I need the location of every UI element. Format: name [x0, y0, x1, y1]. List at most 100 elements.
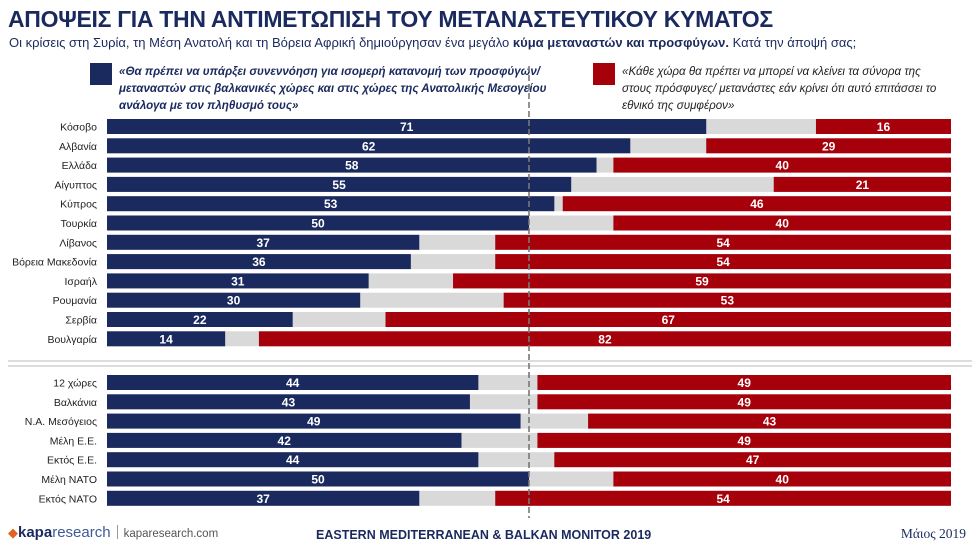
row-label: Τουρκία [61, 218, 97, 230]
row-label: Κύπρος [60, 199, 97, 211]
row-label: Σερβία [65, 315, 97, 327]
bar-left [107, 215, 529, 231]
bar-right [503, 292, 951, 308]
row-label: Ρουμανία [53, 295, 97, 307]
row-label: Μέλη ΝΑΤΟ [41, 474, 97, 486]
bar-right [495, 490, 951, 506]
bar-left-value: 44 [286, 376, 300, 390]
bar-right [773, 176, 951, 192]
bar-left-value: 44 [286, 453, 300, 467]
bar-right [613, 471, 951, 487]
kapa-research-logo: ◆kaparesearch kaparesearch.com [8, 524, 218, 541]
bar-left [107, 157, 597, 173]
bar-left-value: 36 [252, 255, 266, 269]
bar-right [495, 234, 951, 250]
bar-right [537, 375, 951, 390]
footer-date: Μάιος 2019 [900, 526, 966, 541]
bar-right-value: 54 [716, 255, 730, 269]
bar-right-value: 43 [763, 415, 777, 429]
subtitle-question: Κατά την άποψή σας; [729, 35, 857, 50]
stacked-bar-chart: Κόσοβο 71 16 Αλβανία 62 29 Ελλάδα 58 40 Αίγυπτος 5… [8, 66, 972, 518]
bar-right-value: 82 [598, 332, 612, 346]
bar-right-value: 40 [776, 217, 790, 231]
bar-left [107, 432, 462, 448]
bar-left-value: 31 [231, 274, 245, 288]
row-label: Βουλγαρία [47, 334, 97, 346]
row-label: Εκτός ΝΑΤΟ [39, 493, 97, 505]
bar-right [562, 196, 951, 212]
row-label: Ν.Α. Μεσόγειος [25, 416, 97, 428]
bar-right-value: 46 [750, 197, 764, 211]
bar-right [588, 413, 951, 429]
footer-survey-name: EASTERN MEDITERRANEAN & BALKAN MONITOR 2… [316, 528, 652, 542]
bar-right [815, 119, 951, 134]
bar-right-value: 40 [776, 159, 790, 173]
footer-divider [116, 525, 118, 539]
bar-left-value: 37 [256, 236, 270, 250]
bar-left-value: 71 [400, 120, 414, 134]
bar-left [107, 331, 226, 347]
page-subtitle: Οι κρίσεις στη Συρία, τη Μέση Ανατολή κα… [9, 35, 856, 50]
bar-right [453, 273, 951, 289]
bar-left-value: 50 [311, 473, 325, 487]
bar-left-value: 22 [193, 313, 207, 327]
legend-right-label: «Κάθε χώρα θα πρέπει να μπορεί να κλείνε… [622, 65, 937, 112]
bar-left [107, 292, 361, 308]
subtitle-text: Οι κρίσεις στη Συρία, τη Μέση Ανατολή κα… [9, 35, 513, 50]
row-label: Ελλάδα [62, 160, 97, 172]
bar-left [107, 312, 293, 327]
bar-right [258, 331, 951, 347]
bar-left-value: 53 [324, 197, 338, 211]
bar-left-value: 49 [307, 415, 321, 429]
row-label: Εκτός Ε.Ε. [47, 455, 97, 467]
bar-left-value: 58 [345, 159, 359, 173]
bar-left-value: 55 [332, 178, 346, 192]
bar-left-value: 62 [362, 139, 376, 153]
bar-right [385, 312, 951, 327]
bar-right [537, 432, 951, 448]
row-label: Βόρεια Μακεδονία [12, 257, 97, 269]
bar-left-value: 30 [227, 294, 241, 308]
legend-right: «Κάθε χώρα θα πρέπει να μπορεί να κλείνε… [593, 63, 942, 114]
bar-right [554, 452, 951, 468]
legend-right-swatch [593, 63, 615, 85]
bar-left [107, 452, 479, 468]
bar-left [107, 196, 555, 212]
bar-left [107, 234, 420, 250]
logo-bold-text: kapa [18, 524, 53, 541]
bar-right-value: 16 [877, 120, 891, 134]
bar-left [107, 176, 572, 192]
bar-right-value: 49 [738, 434, 752, 448]
bar-right-value: 53 [721, 294, 735, 308]
bar-right-value: 49 [738, 376, 752, 390]
bar-left [107, 394, 470, 410]
bar-left [107, 119, 707, 134]
page-title: ΑΠΟΨΕΙΣ ΓΙΑ ΤΗΝ ΑΝΤΙΜΕΤΩΠΙΣΗ ΤΟΥ ΜΕΤΑΝΑΣ… [8, 6, 773, 32]
bar-right-value: 21 [856, 178, 870, 192]
bar-right [706, 138, 951, 154]
logo-thin-text: research [52, 524, 111, 541]
row-label: 12 χώρες [53, 378, 97, 390]
row-label: Αίγυπτος [55, 179, 97, 191]
row-label: Ισραήλ [64, 276, 97, 288]
legend-left-label: «Θα πρέπει να υπάρξει συνεννόηση για ισο… [119, 65, 547, 112]
bar-right [613, 157, 951, 173]
bar-left-value: 43 [282, 395, 296, 409]
bar-left [107, 471, 529, 487]
bar-right-value: 49 [738, 395, 752, 409]
bar-right-value: 29 [822, 139, 836, 153]
bar-left [107, 375, 479, 390]
row-label: Αλβανία [59, 141, 97, 153]
bar-left [107, 254, 411, 270]
row-label: Κόσοβο [60, 122, 97, 134]
logo-mark-icon: ◆ [8, 525, 18, 540]
bar-left-value: 42 [278, 434, 292, 448]
bar-right-value: 54 [716, 492, 730, 506]
bar-right-value: 67 [662, 313, 676, 327]
legend-left: «Θα πρέπει να υπάρξει συνεννόηση για ισο… [90, 63, 559, 114]
row-label: Βαλκάνια [54, 397, 97, 409]
footer-url: kaparesearch.com [123, 528, 219, 540]
legend-left-swatch [90, 63, 112, 85]
bar-right-value: 40 [776, 473, 790, 487]
bar-left [107, 490, 420, 506]
